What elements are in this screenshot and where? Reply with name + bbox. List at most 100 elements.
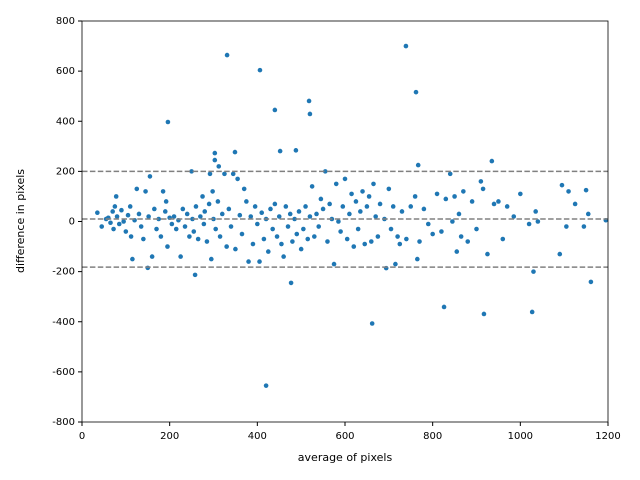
point xyxy=(581,224,587,229)
point xyxy=(386,186,392,192)
point xyxy=(452,194,457,199)
point xyxy=(322,169,328,174)
point xyxy=(496,199,501,204)
point xyxy=(526,221,532,227)
point xyxy=(331,261,337,267)
point xyxy=(362,241,368,247)
point xyxy=(318,196,324,202)
point xyxy=(366,194,372,199)
y-tick-label: -600 xyxy=(52,367,75,378)
point xyxy=(250,241,256,247)
point xyxy=(290,239,295,244)
point xyxy=(246,259,251,264)
point xyxy=(201,221,207,227)
point xyxy=(485,251,490,257)
point xyxy=(293,148,299,153)
point xyxy=(182,224,188,229)
point xyxy=(226,206,232,212)
point xyxy=(377,201,383,207)
y-tick-label: 200 xyxy=(56,166,75,177)
point xyxy=(458,234,464,239)
point xyxy=(312,234,317,239)
point xyxy=(241,186,247,192)
point xyxy=(450,219,455,224)
point xyxy=(340,204,346,209)
point xyxy=(557,251,563,257)
point xyxy=(222,171,227,177)
point xyxy=(583,187,589,193)
x-tick-label: 1000 xyxy=(508,431,533,442)
point xyxy=(375,234,381,239)
point xyxy=(404,236,409,242)
point xyxy=(193,204,199,209)
point xyxy=(136,211,142,217)
point xyxy=(430,231,435,237)
point xyxy=(141,236,146,242)
point xyxy=(198,214,203,219)
point xyxy=(316,224,322,229)
point xyxy=(112,204,118,209)
point xyxy=(152,206,157,212)
point xyxy=(213,226,218,232)
point xyxy=(456,211,462,217)
y-tick-label: -800 xyxy=(52,417,75,428)
point xyxy=(531,269,536,274)
y-tick-label: 400 xyxy=(56,116,75,127)
y-tick-label: 600 xyxy=(56,66,75,77)
point xyxy=(190,216,195,222)
y-tick-label: -400 xyxy=(52,317,75,328)
point xyxy=(116,221,122,227)
point xyxy=(412,194,418,199)
point xyxy=(200,194,205,199)
x-tick-label: 400 xyxy=(248,431,267,442)
point xyxy=(237,212,243,218)
point xyxy=(272,201,278,207)
point xyxy=(347,211,352,217)
point xyxy=(306,98,312,104)
point xyxy=(500,236,506,242)
point xyxy=(301,226,306,232)
point xyxy=(195,236,201,242)
point xyxy=(296,209,302,214)
y-tick-label: 800 xyxy=(56,16,75,27)
point xyxy=(481,311,487,317)
point xyxy=(390,204,396,209)
point xyxy=(403,43,409,49)
y-axis-label: difference in pixels xyxy=(14,169,27,273)
y-tick-label: -200 xyxy=(52,267,75,278)
point xyxy=(217,234,223,239)
point xyxy=(397,241,403,247)
point xyxy=(171,214,177,219)
point xyxy=(469,199,475,204)
point xyxy=(307,214,313,219)
x-tick-label: 800 xyxy=(423,431,442,442)
point xyxy=(309,184,315,189)
point xyxy=(233,246,238,252)
point xyxy=(395,234,400,239)
point xyxy=(566,189,571,194)
point xyxy=(388,226,394,232)
point xyxy=(447,171,453,177)
point xyxy=(173,226,179,232)
point xyxy=(443,196,449,202)
point xyxy=(399,209,405,214)
point xyxy=(393,261,398,267)
point xyxy=(421,206,427,212)
point xyxy=(298,246,304,252)
point xyxy=(288,280,294,286)
point xyxy=(215,199,221,204)
plot-frame xyxy=(81,20,609,423)
point xyxy=(342,176,348,182)
x-tick-label: 1200 xyxy=(595,431,620,442)
point xyxy=(415,162,421,168)
point xyxy=(156,216,162,222)
point xyxy=(160,189,166,194)
point xyxy=(441,304,447,310)
point xyxy=(338,229,343,234)
point xyxy=(224,244,229,249)
point xyxy=(184,211,190,217)
point xyxy=(180,206,186,212)
point xyxy=(189,169,194,174)
point xyxy=(588,279,594,285)
point xyxy=(111,226,116,232)
